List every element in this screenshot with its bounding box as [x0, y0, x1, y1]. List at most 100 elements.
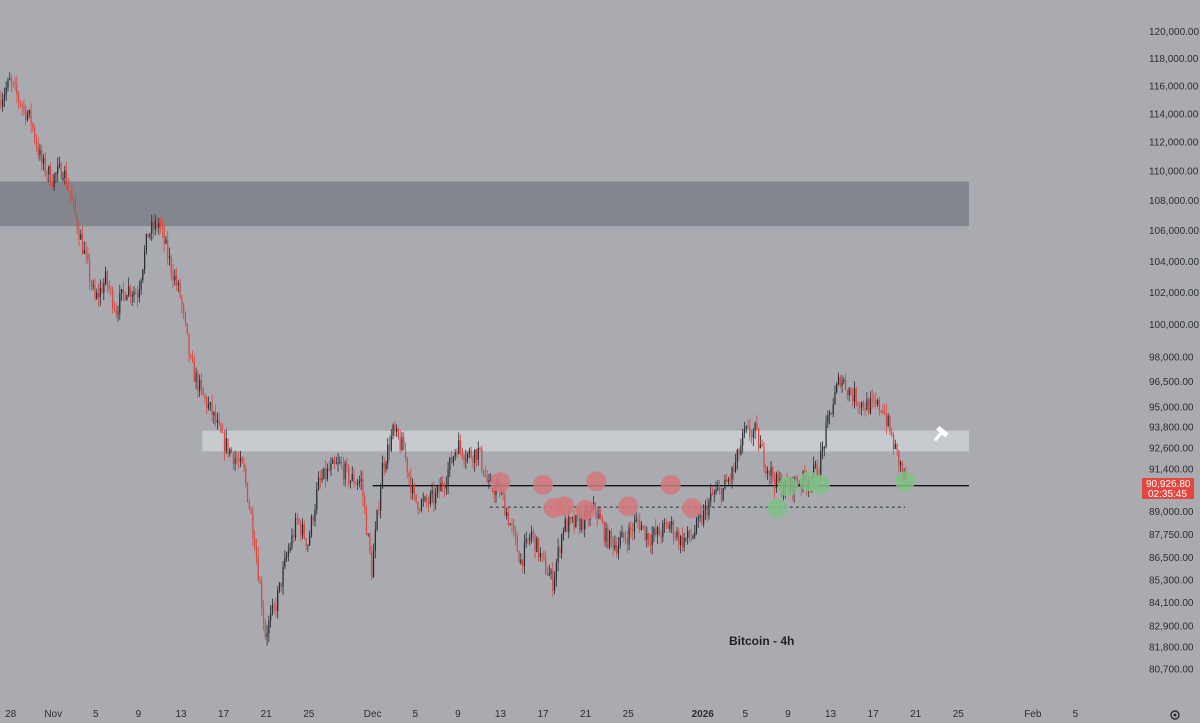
candle-body	[364, 496, 366, 509]
candle	[356, 479, 359, 491]
candle-body	[624, 537, 627, 540]
candle	[889, 415, 891, 435]
candle-body	[653, 528, 655, 536]
candle	[454, 449, 456, 461]
candle-body	[763, 446, 765, 468]
candle-body	[633, 521, 636, 532]
candle	[229, 447, 231, 457]
candle-body	[158, 223, 160, 228]
candle	[330, 457, 332, 476]
candle	[880, 409, 882, 414]
candle-body	[232, 452, 234, 464]
candle-body	[211, 402, 213, 416]
candle	[534, 533, 536, 559]
candle-body	[436, 486, 439, 494]
candle-body	[860, 402, 863, 408]
candle	[39, 143, 41, 161]
candle-body	[85, 250, 87, 255]
candle	[71, 186, 73, 200]
candle	[376, 509, 378, 532]
candle-body	[138, 289, 140, 298]
candle	[571, 516, 573, 523]
y-tick-label: 110,000.00	[1149, 167, 1199, 178]
candle	[736, 448, 738, 470]
candle-body	[124, 292, 126, 301]
candle	[261, 576, 263, 616]
candle-body	[333, 460, 336, 464]
x-tick-label: Feb	[1024, 709, 1042, 720]
candle-body	[330, 463, 332, 470]
candle	[200, 373, 203, 396]
gear-icon[interactable]	[1170, 710, 1180, 720]
candle-body	[695, 518, 698, 533]
candle	[882, 403, 884, 415]
candle	[458, 432, 460, 455]
candle	[640, 521, 643, 531]
candle-body	[241, 457, 243, 464]
candle	[541, 552, 543, 563]
candle	[695, 516, 698, 535]
candle-body	[578, 516, 581, 531]
candle-body	[168, 256, 171, 259]
candle-body	[449, 457, 451, 470]
candle	[850, 386, 852, 396]
candle-body	[816, 463, 818, 477]
candle	[642, 525, 644, 531]
candle-body	[401, 437, 403, 451]
candle-body	[882, 410, 884, 413]
candle	[117, 305, 119, 322]
candle-body	[275, 605, 277, 612]
candle-body	[33, 127, 36, 140]
candle	[564, 515, 566, 533]
y-tick-label: 112,000.00	[1149, 138, 1199, 149]
candle-body	[376, 510, 378, 530]
y-tick-label: 87,750.00	[1149, 530, 1194, 541]
candle-body	[71, 195, 73, 199]
candle	[94, 278, 96, 302]
candle	[154, 214, 156, 236]
candle	[401, 432, 403, 452]
candle	[293, 529, 295, 544]
green-touch-marker	[777, 476, 798, 497]
candle	[238, 451, 240, 469]
candle-body	[417, 502, 419, 510]
candle-body	[142, 269, 144, 281]
candle-body	[319, 477, 321, 481]
candle	[122, 282, 124, 302]
candle-body	[119, 293, 121, 314]
candle-body	[562, 531, 565, 535]
candle-body	[841, 381, 843, 386]
y-tick-label: 95,000.00	[1149, 402, 1194, 413]
candle	[5, 81, 7, 101]
red-touch-marker	[618, 496, 639, 517]
candle-body	[617, 545, 620, 554]
candle	[655, 518, 657, 537]
candle	[843, 377, 845, 385]
candle-body	[238, 460, 240, 462]
candle-body	[758, 428, 760, 449]
candle	[266, 625, 268, 646]
candle-body	[300, 522, 302, 536]
y-tick-label: 114,000.00	[1149, 109, 1199, 120]
candle-body	[594, 502, 597, 511]
candle	[656, 525, 659, 544]
candle	[188, 333, 190, 363]
candle-body	[19, 101, 22, 106]
candle-body	[88, 260, 91, 282]
candle-body	[12, 82, 14, 84]
candle-body	[880, 410, 882, 412]
y-tick-label: 93,800.00	[1149, 423, 1194, 434]
candle-body	[724, 479, 726, 489]
candle-body	[106, 271, 108, 286]
candle	[73, 197, 75, 210]
candle	[204, 392, 206, 404]
candle	[466, 452, 469, 464]
y-tick-label: 100,000.00	[1149, 320, 1199, 331]
candle-body	[568, 517, 570, 532]
candle	[885, 404, 888, 435]
candle	[820, 442, 822, 480]
candle-body	[406, 457, 408, 473]
candle-body	[548, 573, 550, 576]
candle-body	[539, 553, 541, 558]
